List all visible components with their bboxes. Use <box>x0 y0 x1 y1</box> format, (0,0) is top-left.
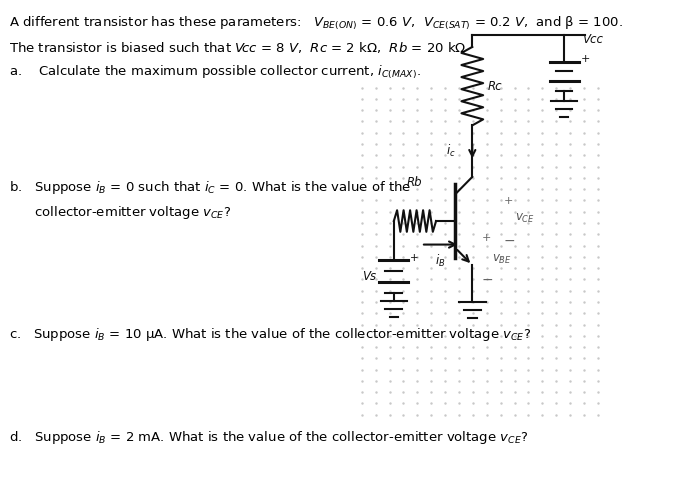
Text: The transistor is biased such that $V\!cc$ = 8 $V$,  $Rc$ = 2 kΩ,  $Rb$ = 20 kΩ: The transistor is biased such that $V\!c… <box>9 40 466 55</box>
Text: d.   Suppose $i_B$ = 2 mA. What is the value of the collector-emitter voltage $v: d. Suppose $i_B$ = 2 mA. What is the val… <box>9 430 528 446</box>
Text: collector-emitter voltage $v_{CE}$?: collector-emitter voltage $v_{CE}$? <box>9 204 231 221</box>
Text: $i_c$: $i_c$ <box>446 143 455 159</box>
Text: c.   Suppose $i_B$ = 10 μA. What is the value of the collector-emitter voltage $: c. Suppose $i_B$ = 10 μA. What is the va… <box>9 326 531 343</box>
Text: Rc: Rc <box>488 80 502 93</box>
Text: +: + <box>581 54 590 64</box>
Text: −: − <box>482 273 493 287</box>
Text: −: − <box>504 234 516 248</box>
Text: A different transistor has these parameters:   $V_{BE(ON)}$ = 0.6 $V$,  $V_{CE(S: A different transistor has these paramet… <box>9 15 623 32</box>
Text: +: + <box>410 253 419 263</box>
Text: Vcc: Vcc <box>582 33 603 46</box>
Text: a.    Calculate the maximum possible collector current, $i_{C(MAX)}$.: a. Calculate the maximum possible collec… <box>9 64 421 81</box>
Text: +: + <box>504 196 513 206</box>
Text: b.   Suppose $i_B$ = 0 such that $i_C$ = 0. What is the value of the: b. Suppose $i_B$ = 0 such that $i_C$ = 0… <box>9 180 411 196</box>
Text: +: + <box>482 233 491 243</box>
Text: Rb: Rb <box>407 176 423 189</box>
Text: $v_{CE}$: $v_{CE}$ <box>515 212 534 225</box>
Text: Vs: Vs <box>362 270 376 283</box>
Text: $i_B$: $i_B$ <box>435 253 446 269</box>
Text: $v_{BE}$: $v_{BE}$ <box>492 252 512 265</box>
